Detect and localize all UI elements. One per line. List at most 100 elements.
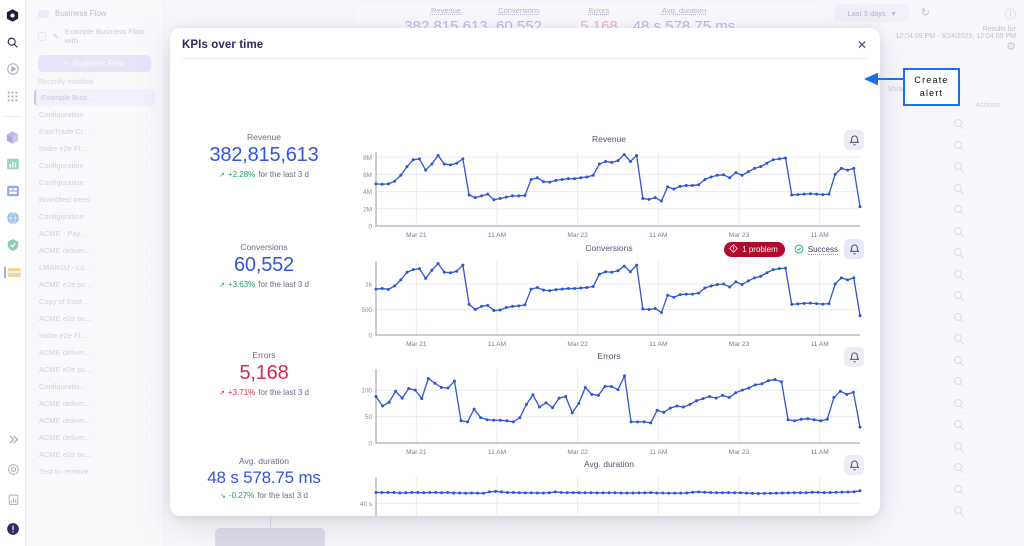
more-vertical-icon[interactable]: ⋮ bbox=[143, 315, 150, 323]
table-row[interactable] bbox=[928, 262, 988, 285]
nav-list-item[interactable]: ACME deliver... ⋮ bbox=[34, 242, 155, 259]
more-vertical-icon[interactable]: ⋮ bbox=[143, 417, 150, 425]
more-vertical-icon[interactable]: ⋮ bbox=[143, 264, 150, 272]
table-row[interactable] bbox=[928, 391, 988, 414]
table-row[interactable] bbox=[928, 305, 988, 328]
panel-toggle-icon[interactable] bbox=[38, 31, 47, 41]
more-vertical-icon[interactable]: ⋮ bbox=[143, 451, 150, 459]
edit-icon[interactable]: ✎ bbox=[52, 31, 59, 41]
more-vertical-icon[interactable]: ⋮ bbox=[143, 162, 150, 170]
nav-list-item[interactable]: LMAN1U - Lo... ⋮ bbox=[34, 259, 155, 276]
more-vertical-icon[interactable]: ⋮ bbox=[143, 145, 150, 153]
more-vertical-icon[interactable]: ⋮ bbox=[143, 298, 150, 306]
help-icon[interactable]: ⓘ bbox=[1005, 9, 1016, 21]
search-icon[interactable] bbox=[954, 484, 962, 493]
nav-list-item[interactable]: Example Busi... ⋮ bbox=[34, 89, 155, 106]
more-vertical-icon[interactable]: ⋮ bbox=[143, 179, 150, 187]
package-icon[interactable] bbox=[3, 263, 22, 281]
more-vertical-icon[interactable]: ⋮ bbox=[143, 94, 150, 102]
search-icon[interactable] bbox=[954, 398, 962, 407]
expand-chevrons-icon[interactable] bbox=[4, 430, 22, 448]
table-row[interactable] bbox=[928, 456, 988, 478]
more-vertical-icon[interactable]: ⋮ bbox=[143, 247, 150, 255]
nav-list-item[interactable]: Configuration ⋮ bbox=[34, 106, 155, 123]
create-alert-bell-icon[interactable] bbox=[844, 347, 864, 367]
more-vertical-icon[interactable]: ⋮ bbox=[143, 400, 150, 408]
table-row[interactable] bbox=[928, 499, 988, 521]
more-vertical-icon[interactable]: ⋮ bbox=[143, 281, 150, 289]
status-badge-success[interactable]: Success bbox=[794, 244, 838, 256]
nav-list-item[interactable]: ACME e2e pu... ⋮ bbox=[34, 446, 155, 463]
nav-list-item[interactable]: Configuration ⋮ bbox=[34, 208, 155, 225]
nav-list-item[interactable]: ACME - Pay... ⋮ bbox=[34, 225, 155, 242]
nav-list-item[interactable]: Isidre e2e Fl... ⋮ bbox=[34, 327, 155, 344]
nav-list-item[interactable]: ACME deliver... ⋮ bbox=[34, 429, 155, 446]
chart-plot[interactable]: 0 50 100 Mar 21 11 AM Mar 22 11 AM Mar 23 11 AM bbox=[350, 365, 868, 459]
search-icon[interactable] bbox=[954, 377, 962, 386]
table-row[interactable] bbox=[928, 284, 988, 306]
apps-grid-icon[interactable] bbox=[4, 87, 22, 105]
search-icon[interactable] bbox=[954, 291, 962, 300]
more-vertical-icon[interactable]: ⋮ bbox=[143, 468, 150, 476]
table-row[interactable] bbox=[928, 133, 988, 156]
globe-icon[interactable] bbox=[4, 209, 22, 227]
search-icon[interactable] bbox=[954, 441, 962, 450]
table-row[interactable] bbox=[928, 327, 988, 349]
chart-plot[interactable]: 0 2M 4M 6M 8M Mar 21 11 AM Mar 22 11 AM Mar 23 11 … bbox=[350, 148, 868, 242]
table-row[interactable] bbox=[928, 176, 988, 199]
more-vertical-icon[interactable]: ⋮ bbox=[143, 230, 150, 238]
nav-list-item[interactable]: ACME e2e pu... ⋮ bbox=[34, 276, 155, 293]
more-vertical-icon[interactable]: ⋮ bbox=[143, 349, 150, 357]
chart-icon[interactable] bbox=[4, 155, 22, 173]
nav-list-item[interactable]: ACME e2e pu... ⋮ bbox=[34, 310, 155, 327]
shield-icon[interactable] bbox=[4, 236, 22, 254]
table-row[interactable] bbox=[928, 413, 988, 435]
search-icon[interactable] bbox=[954, 420, 962, 429]
nav-list-item[interactable]: Branched trees ⋮ bbox=[34, 191, 155, 208]
table-row[interactable] bbox=[928, 370, 988, 392]
search-icon[interactable] bbox=[954, 334, 962, 343]
search-icon[interactable] bbox=[954, 205, 962, 214]
table-row[interactable] bbox=[928, 112, 988, 134]
nav-list-item[interactable]: Configuratio... ⋮ bbox=[34, 378, 155, 395]
nav-list-item[interactable]: ACME deliver... ⋮ bbox=[34, 412, 155, 429]
close-icon[interactable]: ✕ bbox=[856, 38, 868, 52]
more-vertical-icon[interactable]: ⋮ bbox=[143, 434, 150, 442]
nav-list-item[interactable]: EastTrade Cr... ⋮ bbox=[34, 123, 155, 140]
logo-icon[interactable] bbox=[4, 6, 22, 24]
search-icon[interactable] bbox=[954, 119, 962, 128]
refresh-icon[interactable]: ↻ bbox=[920, 7, 930, 19]
nav-list-item[interactable]: Test to remove ⋮ bbox=[34, 463, 155, 480]
table-row[interactable] bbox=[928, 241, 988, 263]
table-row[interactable] bbox=[928, 198, 988, 220]
table-row[interactable] bbox=[928, 477, 988, 500]
alert-circle-icon[interactable] bbox=[4, 520, 22, 538]
gear-icon[interactable]: ⚙ bbox=[1006, 41, 1016, 53]
search-icon[interactable] bbox=[954, 463, 962, 472]
search-icon[interactable] bbox=[954, 226, 962, 235]
nav-list-item[interactable]: ACME e2e pu... ⋮ bbox=[34, 361, 155, 378]
create-alert-bell-icon[interactable] bbox=[844, 130, 864, 150]
cube-icon[interactable] bbox=[4, 128, 22, 146]
lifebuoy-icon[interactable] bbox=[4, 460, 22, 478]
more-vertical-icon[interactable]: ⋮ bbox=[143, 366, 150, 374]
new-business-flow-button[interactable]: + Business Flow bbox=[38, 55, 151, 72]
play-circle-icon[interactable] bbox=[4, 60, 22, 78]
reports-icon[interactable] bbox=[4, 490, 22, 508]
more-vertical-icon[interactable]: ⋮ bbox=[143, 383, 150, 391]
time-range-selector[interactable]: Last 3 days ▾ bbox=[834, 4, 909, 22]
status-badge-problem[interactable]: 1 problem bbox=[724, 242, 785, 257]
search-icon[interactable] bbox=[4, 33, 22, 51]
more-vertical-icon[interactable]: ⋮ bbox=[143, 332, 150, 340]
dashboard-icon[interactable] bbox=[4, 182, 22, 200]
more-vertical-icon[interactable]: ⋮ bbox=[143, 196, 150, 204]
table-row[interactable] bbox=[928, 219, 988, 242]
more-vertical-icon[interactable]: ⋮ bbox=[143, 213, 150, 221]
search-icon[interactable] bbox=[954, 248, 962, 257]
search-icon[interactable] bbox=[954, 183, 962, 192]
table-row[interactable] bbox=[928, 348, 988, 371]
search-icon[interactable] bbox=[954, 162, 962, 171]
chart-plot[interactable]: 0 500 1k Mar 21 11 AM Mar 22 11 AM Mar 23 11 AM bbox=[350, 257, 868, 351]
nav-list-item[interactable]: ACME deliver... ⋮ bbox=[34, 395, 155, 412]
